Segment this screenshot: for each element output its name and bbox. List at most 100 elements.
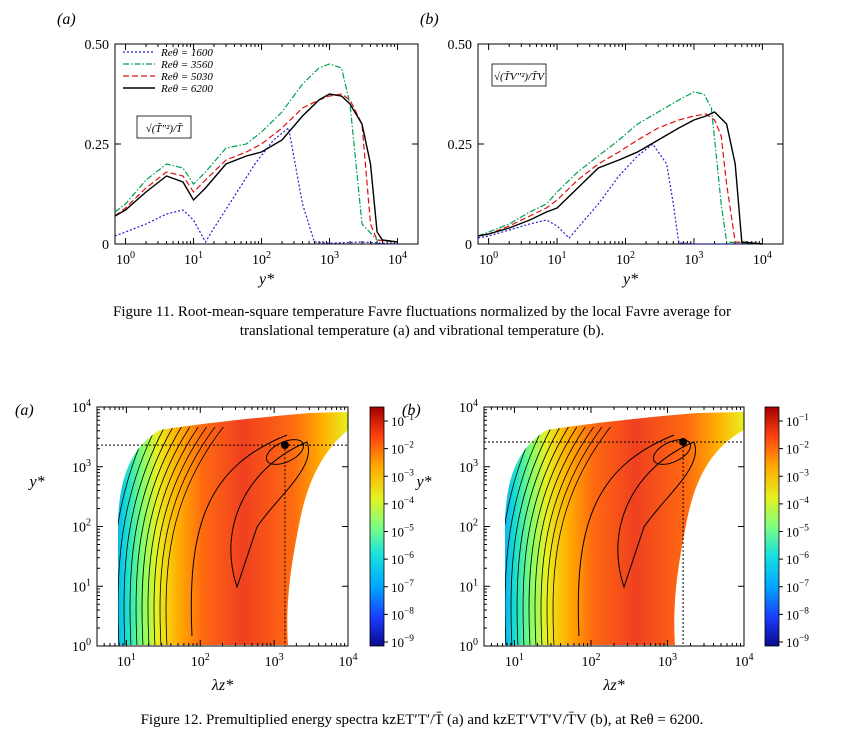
y-axis-label: y* [27, 474, 44, 491]
contour-line [153, 426, 207, 645]
contour-line [230, 441, 310, 589]
y-tick-label: 0.25 [448, 138, 473, 153]
contour-line [552, 426, 611, 645]
y-tick-label: 101 [72, 577, 91, 595]
series-line-6200 [114, 93, 398, 243]
colorbar-tick-label: 10−1 [786, 413, 809, 429]
colorbar-tick-label: 10−4 [391, 496, 414, 512]
x-tick-label: 102 [252, 250, 271, 268]
contour-line [159, 426, 216, 645]
panel-label: (a) [15, 402, 34, 419]
y-tick-label: 101 [459, 577, 478, 595]
x-tick-label: 103 [684, 250, 703, 268]
figure-11-panel-a: (a) 0 0.25 0.50 100 101 102 103 104 y* √(T̃″²)/T̃ R… [57, 11, 419, 288]
contour-line [135, 426, 182, 645]
y-axis-label: y* [414, 474, 431, 491]
panel-label: (b) [420, 11, 439, 28]
contour-line [522, 426, 569, 645]
spectrum-field [505, 412, 744, 645]
colorbar-tick-label: 10−5 [391, 524, 414, 540]
peak-marker [679, 437, 688, 446]
colorbar [369, 406, 385, 647]
spectrum-fill [118, 412, 348, 645]
legend-entry: Reθ = 1600 [160, 47, 213, 59]
colorbar-tick-label: 10−8 [786, 606, 809, 622]
peak-marker [280, 441, 289, 450]
contour-line [505, 426, 544, 645]
figure-12-panel-b: (b) 100 101 102 103 104 101 102 103 104 λz* y* 10−1 1… [402, 398, 809, 694]
figure-12-panel-a: (a) 100 101 102 103 104 101 102 103 104 λz* y* 10−1 1… [15, 398, 414, 694]
x-tick-label: 103 [658, 652, 677, 670]
contour-line [510, 426, 552, 645]
x-axis-label: y* [621, 271, 638, 288]
figure-11-panel-b: (b) 0 0.25 0.50 100 101 102 103 104 y* √(T̃V″²)/T̃… [420, 11, 784, 288]
colorbar [764, 406, 780, 647]
y-tick-label: 103 [459, 458, 478, 476]
series-line-6200 [477, 111, 763, 245]
contour-line [577, 434, 675, 637]
figure-11-caption: Figure 11. Root-mean-square temperature … [0, 303, 844, 341]
x-tick-label: 104 [338, 652, 357, 670]
x-tick-label: 101 [184, 250, 203, 268]
colorbar-tick-label: 10−2 [786, 441, 809, 457]
y-tick-label: 0 [102, 238, 109, 253]
colorbar-tick-label: 10−7 [391, 579, 414, 595]
contour-line [540, 426, 594, 645]
x-tick-label: 103 [265, 652, 284, 670]
contour-line [546, 426, 603, 645]
inset-label: √(T̃″²)/T̃ [146, 122, 183, 135]
contour-line [123, 426, 165, 645]
contour-line [118, 426, 149, 645]
legend-entry: Reθ = 6200 [160, 83, 213, 95]
x-tick-label: 104 [388, 250, 407, 268]
x-tick-label: 102 [581, 652, 600, 670]
x-tick-label: 104 [753, 250, 772, 268]
series-line-1600 [114, 126, 398, 245]
x-tick-label: 101 [548, 250, 567, 268]
x-axis-label: y* [257, 271, 274, 288]
inset-label-box [491, 63, 547, 87]
x-tick-label: 100 [116, 250, 135, 268]
contour-line [534, 426, 586, 645]
inset-label: √(T̃V″²)/T̃V [494, 70, 545, 83]
colorbar-tick-label: 10−8 [391, 606, 414, 622]
contour-line [147, 426, 199, 645]
y-tick-label: 0 [465, 238, 472, 253]
y-tick-label: 0.25 [85, 138, 110, 153]
y-tick-label: 0.50 [85, 38, 110, 53]
figure-12: (a) 100 101 102 103 104 101 102 103 104 λz* y* 10−1 1… [15, 398, 809, 694]
legend-entry: Reθ = 5030 [160, 71, 213, 83]
x-axis-label: λz* [211, 677, 233, 694]
colorbar-tick-label: 10−1 [391, 413, 414, 429]
colorbar-tick-label: 10−6 [391, 551, 414, 567]
colorbar-tick-label: 10−3 [391, 468, 414, 484]
x-axis-label: λz* [602, 677, 624, 694]
contour-line [129, 426, 174, 645]
colorbar-tick-label: 10−9 [786, 634, 809, 650]
contour-line [141, 426, 191, 645]
contour-line [265, 439, 305, 465]
series-line-5030 [477, 113, 763, 245]
y-tick-label: 104 [459, 398, 478, 416]
colorbar-tick-label: 10−5 [786, 524, 809, 540]
contour-line [528, 426, 578, 645]
figure-11-caption-line2: translational temperature (a) and vibrat… [239, 323, 605, 339]
y-tick-label: 100 [72, 637, 91, 655]
x-tick-label: 101 [505, 652, 524, 670]
contour-line [165, 426, 224, 645]
panel-label: (a) [57, 11, 76, 28]
legend-entry: Reθ = 3560 [160, 59, 213, 71]
y-tick-label: 102 [72, 518, 91, 536]
figure-11-caption-line1: Figure 11. Root-mean-square temperature … [113, 304, 731, 320]
colorbar-tick-label: 10−3 [786, 468, 809, 484]
colorbar-tick-label: 10−2 [391, 441, 414, 457]
figure-11: (a) 0 0.25 0.50 100 101 102 103 104 y* √(T̃″²)/T̃ R… [57, 11, 784, 288]
y-tick-label: 103 [72, 458, 91, 476]
y-tick-label: 102 [459, 518, 478, 536]
colorbar-tick-label: 10−9 [391, 634, 414, 650]
inset-label-box [136, 115, 192, 139]
colorbar-tick-label: 10−7 [786, 579, 809, 595]
contour-line [190, 434, 288, 637]
contour-line [652, 439, 692, 465]
